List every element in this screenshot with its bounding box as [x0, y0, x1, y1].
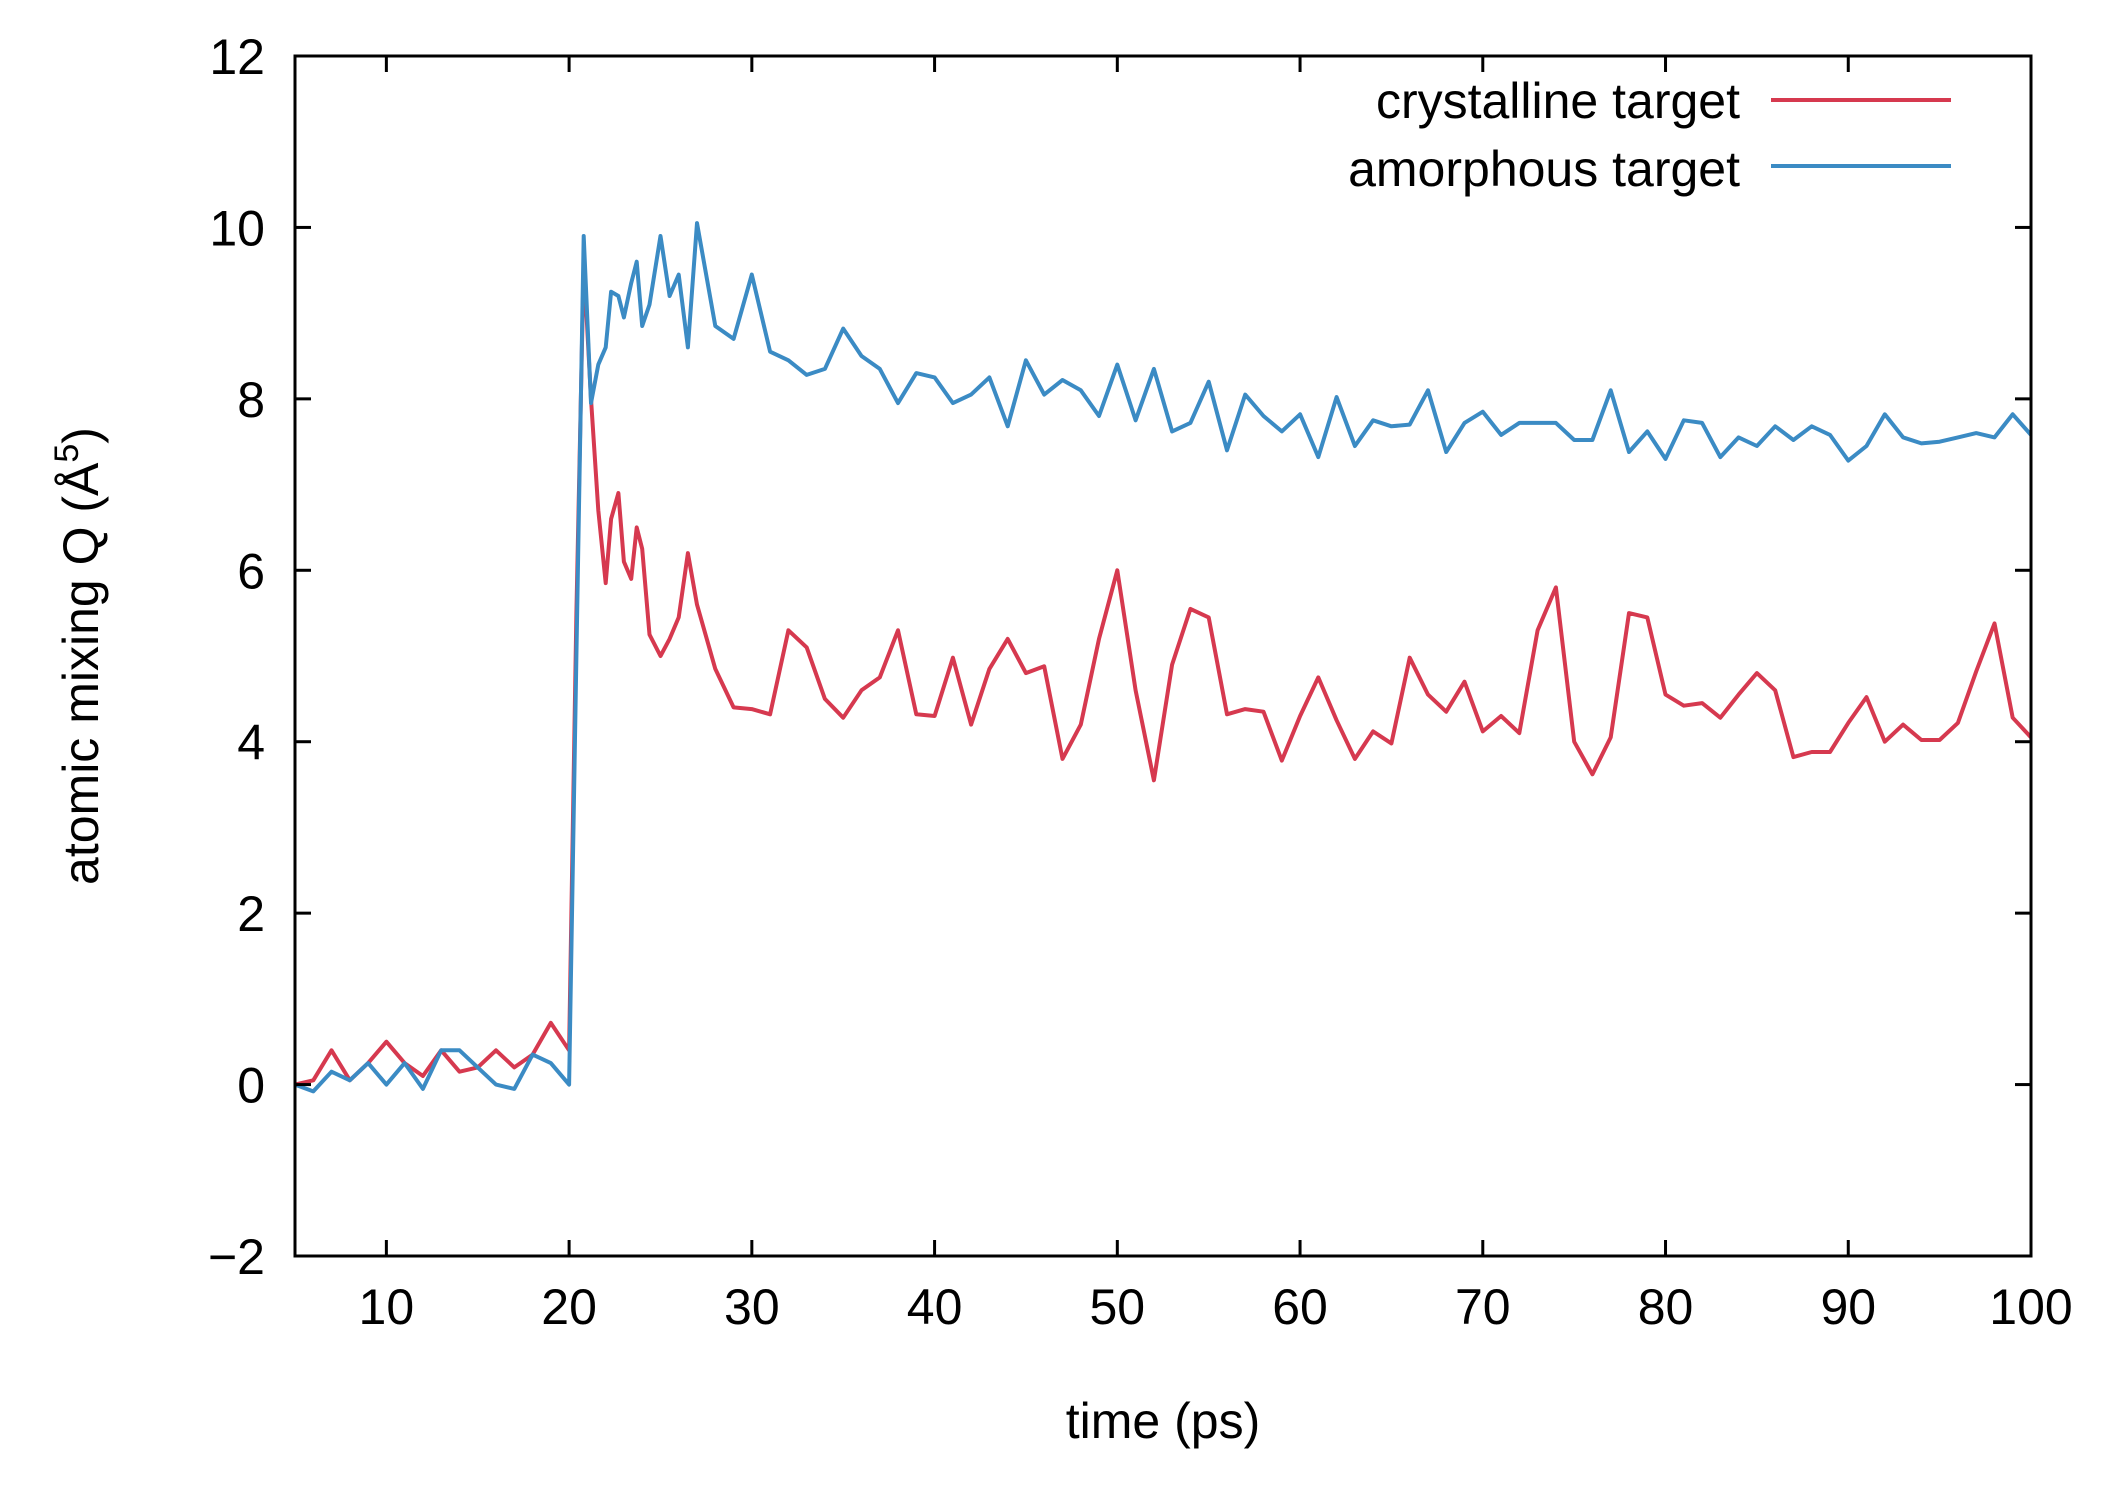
- y-axis-title-main: atomic mixing Q (Å: [53, 462, 109, 885]
- y-tick-label: 4: [237, 715, 265, 771]
- y-tick-label: 12: [209, 29, 265, 85]
- y-tick-label: 10: [209, 200, 265, 256]
- tick-labels: 10 20 30 40 50 60 70 80 90 100 −2 0 2 4 6 8 10 12: [208, 29, 2073, 1335]
- y-tick-label: 8: [237, 372, 265, 428]
- y-axis-title-superscript: 5: [48, 444, 86, 463]
- x-axis-title: time (ps): [1066, 1393, 1260, 1449]
- y-tick-label: −2: [208, 1229, 265, 1285]
- plot-frame: [293, 54, 2033, 1258]
- legend-label-crystalline: crystalline target: [1376, 73, 1740, 129]
- x-tick-label: 70: [1455, 1279, 1511, 1335]
- series-layer: [294, 221, 2033, 1094]
- x-tick-label: 60: [1272, 1279, 1328, 1335]
- y-axis-title: atomic mixing Q (Å5): [48, 427, 109, 885]
- y-tick-label: 2: [237, 886, 265, 942]
- legend: crystalline target amorphous target: [1348, 73, 1951, 197]
- series-line-amorphous: [294, 221, 2033, 1094]
- x-tick-label: 10: [359, 1279, 415, 1335]
- x-tick-label: 90: [1820, 1279, 1876, 1335]
- x-tick-label: 80: [1638, 1279, 1694, 1335]
- y-tick-label: 0: [237, 1058, 265, 1114]
- x-tick-label: 40: [907, 1279, 963, 1335]
- x-tick-label: 50: [1090, 1279, 1146, 1335]
- x-tick-label: 20: [541, 1279, 597, 1335]
- y-tick-label: 6: [237, 543, 265, 599]
- legend-label-amorphous: amorphous target: [1348, 141, 1740, 197]
- x-tick-label: 100: [1989, 1279, 2072, 1335]
- x-tick-label: 30: [724, 1279, 780, 1335]
- y-axis-title-close: ): [53, 427, 109, 444]
